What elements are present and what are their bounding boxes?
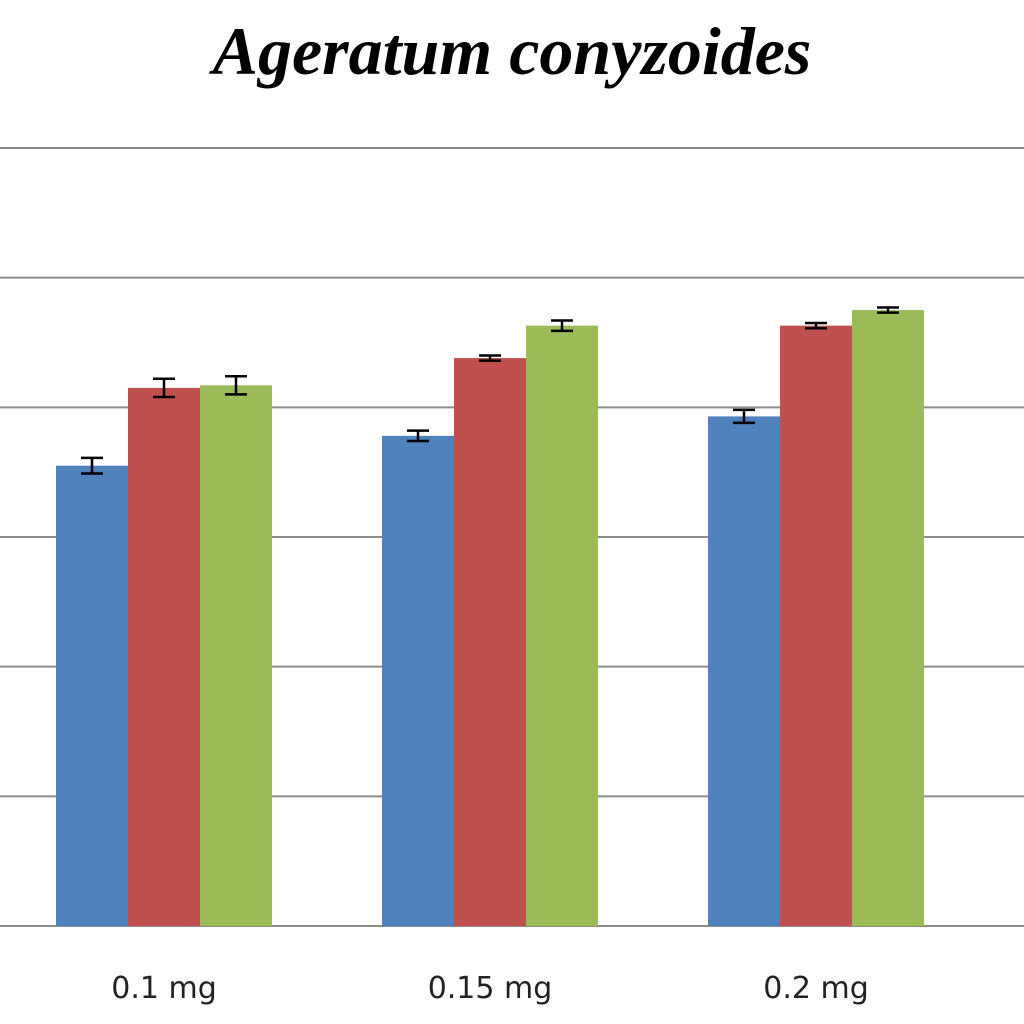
error-bars [81,306,899,475]
bar-3-3 [852,310,924,926]
error-bar-1-3 [733,408,755,425]
error-bar-1-2 [407,429,429,443]
bar-3-1 [200,385,272,926]
x-tick-label: 0.15 mg [428,971,553,1006]
error-bar-2-3 [805,321,827,330]
bar-2-1 [128,387,200,927]
error-bar-3-3 [877,306,899,314]
error-bar-3-2 [551,319,573,333]
error-bar-2-2 [479,354,501,362]
bars [56,310,924,927]
error-bar-2-1 [153,377,175,399]
bar-1-2 [382,435,454,926]
x-tick-label: 0.1 mg [111,971,217,1006]
bar-1-1 [56,465,128,926]
bar-1-3 [708,416,780,926]
x-tick-labels: 0.1 mg 0.15 mg 0.2 mg [111,971,869,1006]
error-bar-3-1 [225,374,247,396]
chart-title: Ageratum conyzoides [212,13,812,89]
bar-2-3 [780,325,852,927]
bar-2-2 [454,358,526,926]
error-bar-1-1 [81,456,103,475]
x-tick-label: 0.2 mg [763,971,869,1006]
bar-3-2 [526,325,598,927]
